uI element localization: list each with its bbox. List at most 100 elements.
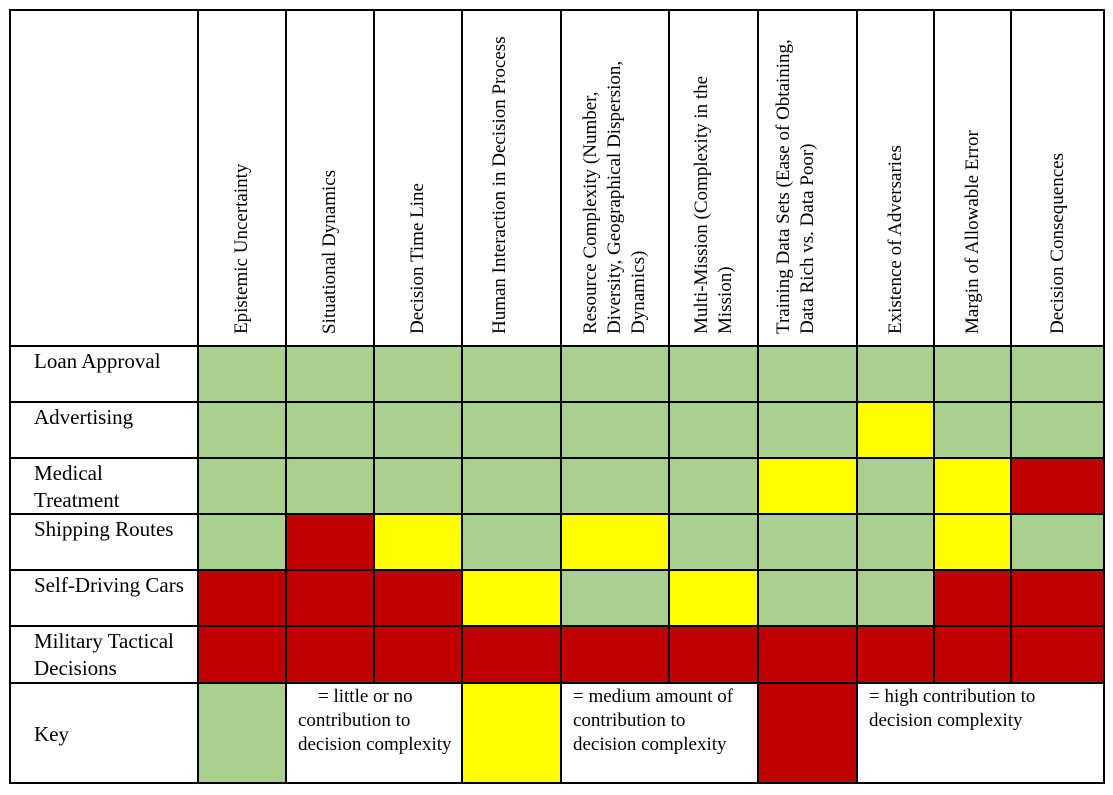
rating-cell-red xyxy=(462,626,561,683)
column-header-label: Decision Time Line xyxy=(407,183,428,334)
rating-cell-green xyxy=(374,402,462,458)
key-swatch-green xyxy=(198,683,286,783)
rating-cell-green xyxy=(758,346,857,402)
column-header-label: Situational Dynamics xyxy=(319,169,340,334)
rating-cell-green xyxy=(1011,346,1104,402)
rating-cell-green xyxy=(934,402,1011,458)
row-divider xyxy=(9,782,1105,784)
column-divider xyxy=(1103,10,1105,683)
key-divider xyxy=(856,683,858,783)
row-label: Military Tactical Decisions xyxy=(34,629,174,680)
key-divider xyxy=(757,683,759,783)
row-divider xyxy=(9,9,1105,11)
column-divider xyxy=(9,10,11,683)
key-swatch-red xyxy=(758,683,857,783)
rating-cell-red xyxy=(1011,458,1104,514)
column-header: Situational Dynamics xyxy=(286,10,374,346)
rating-cell-red xyxy=(374,626,462,683)
key-divider xyxy=(197,683,199,783)
rating-cell-green xyxy=(462,402,561,458)
rating-cell-yellow xyxy=(857,402,934,458)
rating-cell-green xyxy=(561,346,669,402)
column-header-label: Epistemic Uncertainty xyxy=(231,163,252,334)
row-divider xyxy=(9,625,1105,627)
rating-cell-yellow xyxy=(934,514,1011,570)
rating-cell-green xyxy=(286,346,374,402)
key-divider xyxy=(461,683,463,783)
row-label: Shipping Routes xyxy=(34,517,174,541)
column-header-label: Margin of Allowable Error xyxy=(962,130,983,334)
rating-cell-green xyxy=(198,514,286,570)
rating-cell-green xyxy=(198,346,286,402)
rating-cell-red xyxy=(286,570,374,626)
rating-cell-yellow xyxy=(758,458,857,514)
key-divider xyxy=(1103,683,1105,783)
rating-cell-green xyxy=(1011,402,1104,458)
key-divider xyxy=(560,683,562,783)
rating-cell-yellow xyxy=(561,514,669,570)
rating-cell-green xyxy=(857,514,934,570)
column-divider xyxy=(856,10,858,683)
rating-cell-red xyxy=(758,626,857,683)
rating-cell-green xyxy=(669,346,758,402)
column-header: Epistemic Uncertainty xyxy=(198,10,286,346)
rating-cell-green xyxy=(462,346,561,402)
rating-cell-yellow xyxy=(669,570,758,626)
rating-cell-red xyxy=(1011,570,1104,626)
column-divider xyxy=(1010,10,1012,683)
column-header: Training Data Sets (Ease of Obtaining, D… xyxy=(758,10,857,346)
rating-cell-green xyxy=(758,402,857,458)
row-divider xyxy=(9,569,1105,571)
rating-cell-green xyxy=(934,346,1011,402)
row-label: Medical Treatment xyxy=(34,461,120,512)
rating-cell-green xyxy=(561,458,669,514)
rating-cell-green xyxy=(374,458,462,514)
column-header: Decision Consequences xyxy=(1011,10,1104,346)
column-divider xyxy=(668,10,670,683)
rating-cell-green xyxy=(758,514,857,570)
rating-cell-green xyxy=(462,458,561,514)
rating-cell-green xyxy=(561,570,669,626)
rating-cell-red xyxy=(198,626,286,683)
rating-cell-red xyxy=(1011,626,1104,683)
column-header-label: Decision Consequences xyxy=(1047,153,1068,334)
column-divider xyxy=(373,10,375,683)
key-description-yellow: = medium amount of contribution to decis… xyxy=(573,686,734,755)
rating-cell-red xyxy=(934,570,1011,626)
column-header-label: Multi-Mission (Complexity in the Mission… xyxy=(691,75,736,334)
rating-cell-red xyxy=(669,626,758,683)
column-header-label: Human Interaction in Decision Process xyxy=(489,36,510,334)
column-header-label: Training Data Sets (Ease of Obtaining, D… xyxy=(773,39,818,334)
column-header: Margin of Allowable Error xyxy=(934,10,1011,346)
key-swatch-yellow xyxy=(462,683,561,783)
rating-cell-red xyxy=(286,514,374,570)
rating-cell-green xyxy=(198,458,286,514)
rating-cell-green xyxy=(758,570,857,626)
column-header: Existence of Adversaries xyxy=(857,10,934,346)
row-divider xyxy=(9,457,1105,459)
row-label: Advertising xyxy=(34,405,134,429)
rating-cell-green xyxy=(669,402,758,458)
rating-cell-green xyxy=(669,514,758,570)
column-divider xyxy=(560,10,562,683)
row-label: Loan Approval xyxy=(34,349,161,373)
column-header-label: Existence of Adversaries xyxy=(885,145,906,334)
column-divider xyxy=(461,10,463,683)
column-header: Human Interaction in Decision Process xyxy=(462,10,561,346)
column-header: Resource Complexity (Number, Diversity, … xyxy=(561,10,669,346)
rating-cell-yellow xyxy=(934,458,1011,514)
rating-cell-red xyxy=(286,626,374,683)
rating-cell-yellow xyxy=(462,570,561,626)
row-divider xyxy=(9,682,1105,684)
key-label: Key xyxy=(34,721,69,746)
rating-cell-green xyxy=(198,402,286,458)
key-description-green: = little or no contribution to decision … xyxy=(298,686,452,755)
column-header: Decision Time Line xyxy=(374,10,462,346)
rating-cell-green xyxy=(462,514,561,570)
column-divider xyxy=(197,10,199,683)
rating-cell-green xyxy=(561,402,669,458)
key-description-red: = high contribution to decision complexi… xyxy=(869,686,1036,731)
rating-cell-green xyxy=(286,458,374,514)
column-divider xyxy=(757,10,759,683)
